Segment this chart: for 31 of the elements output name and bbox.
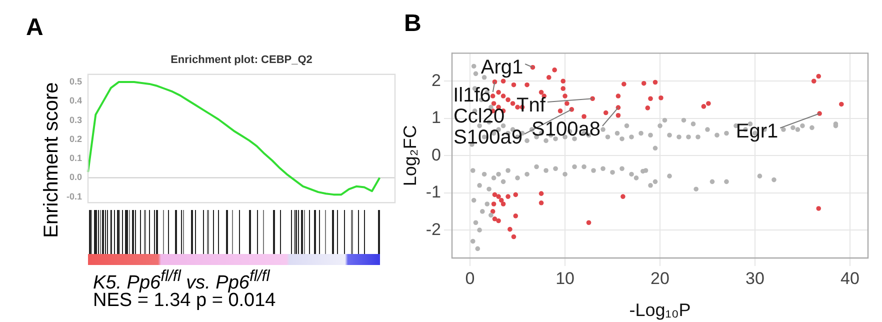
y-axis-title: Enrichment score [40,82,64,238]
y-tick-label: 0.4 [69,96,82,106]
x-axis-title: -Log₁₀P [629,300,691,320]
y-tick-label: -0.1 [66,191,82,202]
annotation: Ccl20 [453,106,505,128]
x-tick-label: 30 [746,268,764,288]
y-tick-label: 0.2 [69,134,82,144]
annotation: S100a8 [532,118,600,141]
y-tick-label: -1 [426,182,441,202]
chart-title: Enrichment plot: CEBP_Q2 [170,54,314,66]
y-tick-label: 2 [432,70,441,90]
annotation: Tnf [516,94,546,117]
annotation: Egr1 [736,120,778,143]
y-tick-label: 0.3 [69,114,82,125]
x-tick-label: 10 [556,268,574,288]
x-tick-label: 0 [465,268,475,288]
y-tick-label: -2 [426,220,441,239]
y-tick-label: 0.0 [69,172,82,182]
y-tick-label: 0.1 [69,153,82,164]
text: K5. Pp6$^{fl/fl}$ vs. Pp6$^{fl/fl}$ [93,268,270,294]
y-tick-label: 0.5 [69,76,82,87]
annotation: S100a9 [454,126,522,149]
x-tick-label: 40 [840,268,860,288]
text: A [26,14,44,42]
y-tick-label: 0 [432,145,441,164]
text: B [404,10,422,38]
y-tick-label: 1 [432,108,441,128]
annotation: Il1f6 [453,84,491,107]
y-axis-title: Log₂FC [400,125,420,186]
annotation: Arg1 [480,56,524,79]
x-tick-label: 20 [650,268,670,288]
